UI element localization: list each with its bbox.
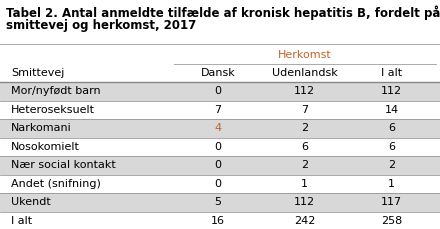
Text: 6: 6 [388, 123, 395, 133]
Bar [0, 174, 440, 193]
Text: 0: 0 [214, 179, 221, 189]
Text: Tabel 2. Antal anmeldte tilfælde af kronisk hepatitis B, fordelt på: Tabel 2. Antal anmeldte tilfælde af kron… [6, 5, 440, 19]
Bar [0, 119, 440, 137]
Bar [0, 82, 440, 101]
Text: 6: 6 [388, 142, 395, 152]
Text: 112: 112 [381, 86, 402, 96]
Text: 112: 112 [294, 86, 315, 96]
Bar [0, 101, 440, 119]
Text: smittevej og herkomst, 2017: smittevej og herkomst, 2017 [6, 19, 196, 32]
Bar [0, 193, 440, 212]
Text: 2: 2 [388, 160, 395, 170]
Text: 2: 2 [301, 123, 308, 133]
Text: I alt: I alt [11, 216, 32, 226]
Text: I alt: I alt [381, 68, 402, 78]
Bar [0, 137, 440, 156]
Text: 14: 14 [385, 105, 399, 115]
Text: 7: 7 [301, 105, 308, 115]
Text: 1: 1 [301, 179, 308, 189]
Text: 242: 242 [294, 216, 315, 226]
Text: 7: 7 [214, 105, 221, 115]
Text: 258: 258 [381, 216, 402, 226]
Text: 1: 1 [388, 179, 395, 189]
Text: 0: 0 [214, 86, 221, 96]
Text: 16: 16 [211, 216, 225, 226]
Text: 2: 2 [301, 160, 308, 170]
Bar [0, 156, 440, 174]
Text: 5: 5 [214, 197, 221, 207]
Text: Nosokomielt: Nosokomielt [11, 142, 80, 152]
Text: 112: 112 [294, 197, 315, 207]
Text: Herkomst: Herkomst [278, 50, 332, 60]
Text: Nær social kontakt: Nær social kontakt [11, 160, 116, 170]
Text: Udenlandsk: Udenlandsk [272, 68, 337, 78]
Text: Ukendt: Ukendt [11, 197, 51, 207]
Text: Andet (snifning): Andet (snifning) [11, 179, 101, 189]
Text: 0: 0 [214, 142, 221, 152]
Text: Dansk: Dansk [201, 68, 235, 78]
Text: Heteroseksuelt: Heteroseksuelt [11, 105, 95, 115]
Text: Narkomani: Narkomani [11, 123, 72, 133]
Bar [0, 212, 440, 229]
Text: 117: 117 [381, 197, 402, 207]
Text: Smittevej: Smittevej [11, 68, 64, 78]
Text: Mor/nyfødt barn: Mor/nyfødt barn [11, 86, 101, 96]
Text: 4: 4 [214, 123, 221, 133]
Text: 0: 0 [214, 160, 221, 170]
Text: 6: 6 [301, 142, 308, 152]
